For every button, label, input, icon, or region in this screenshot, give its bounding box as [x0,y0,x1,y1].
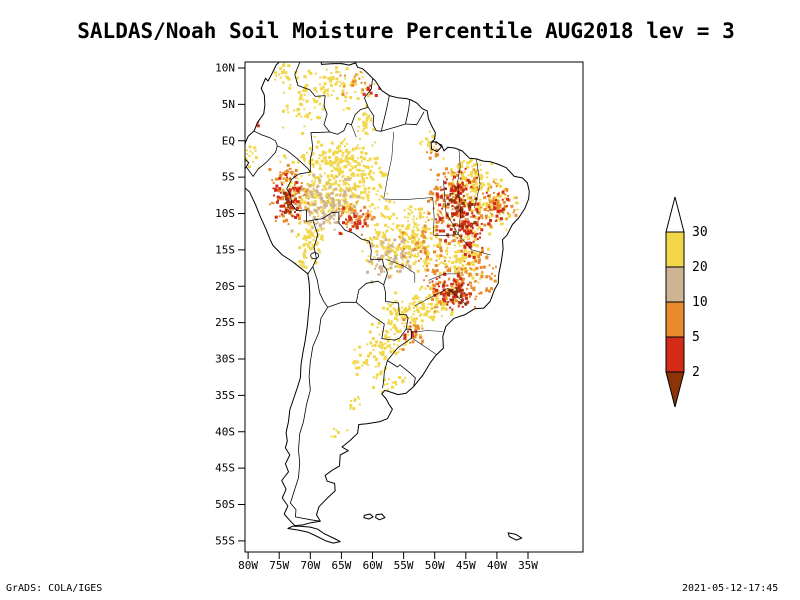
lon-tick-label: 70W [300,559,320,572]
state-borders [351,124,491,355]
falkland-island-east [375,513,386,521]
lat-tick-label: 15S [215,243,235,256]
colorbar: 30 20 10 5 2 [665,196,708,408]
colorbar-label: 2 [692,365,700,380]
chart-title: SALDAS/Noah Soil Moisture Percentile AUG… [77,19,735,43]
axis-ticks: 10N 5N EQ 5S 10S 15S 20S 25S 30S 35S 40S 45S 50S 55S8… [215,62,538,573]
colorbar-label: 10 [692,295,708,310]
colorbar-segment [665,231,685,268]
tierra-del-fuego [287,525,341,544]
colorbar-arrow-top [665,196,685,233]
lon-tick-label: 50W [425,559,445,572]
lat-tick-label: 45S [215,462,235,475]
coastline [245,62,530,544]
lon-tick-label: 65W [331,559,351,572]
mainland-coastline [245,62,530,527]
plot-timestamp: 2021-05-12-17:45 [682,583,779,594]
lat-tick-label: 40S [215,425,235,438]
colorbar-segment [665,266,685,303]
marajo-island [430,141,443,153]
lat-tick-label: 5N [222,98,235,111]
colorbar-label: 20 [692,260,708,275]
lon-tick-label: 55W [394,559,414,572]
lat-tick-label: 10S [215,207,235,220]
lat-tick-label: 30S [215,353,235,366]
lon-tick-label: 80W [238,559,258,572]
colorbar-arrow-bottom [665,371,685,408]
colorbar-label: 30 [692,225,708,240]
grads-credit: GrADS: COLA/IGES [6,583,103,594]
colorbar-segment [665,301,685,338]
lat-tick-label: 5S [222,171,235,184]
falkland-island-west [363,513,374,520]
lat-tick-label: 10N [215,62,235,75]
colorbar-label: 5 [692,330,700,345]
country-borders [245,62,425,522]
lat-tick-label: 25S [215,316,235,329]
lat-tick-label: 55S [215,534,235,547]
lat-tick-label: 20S [215,280,235,293]
lon-tick-label: 60W [363,559,383,572]
lat-tick-label: EQ [222,134,235,147]
lat-tick-label: 50S [215,498,235,511]
map-area [245,62,530,544]
lon-tick-label: 45W [456,559,476,572]
map-frame [244,61,584,553]
colorbar-segment [665,336,685,373]
lon-tick-label: 35W [518,559,538,572]
soil-moisture-cells [245,62,519,439]
south-georgia-island [507,532,523,541]
lake-titicaca [310,252,320,260]
lon-tick-label: 75W [269,559,289,572]
lat-tick-label: 35S [215,389,235,402]
lon-tick-label: 40W [487,559,507,572]
